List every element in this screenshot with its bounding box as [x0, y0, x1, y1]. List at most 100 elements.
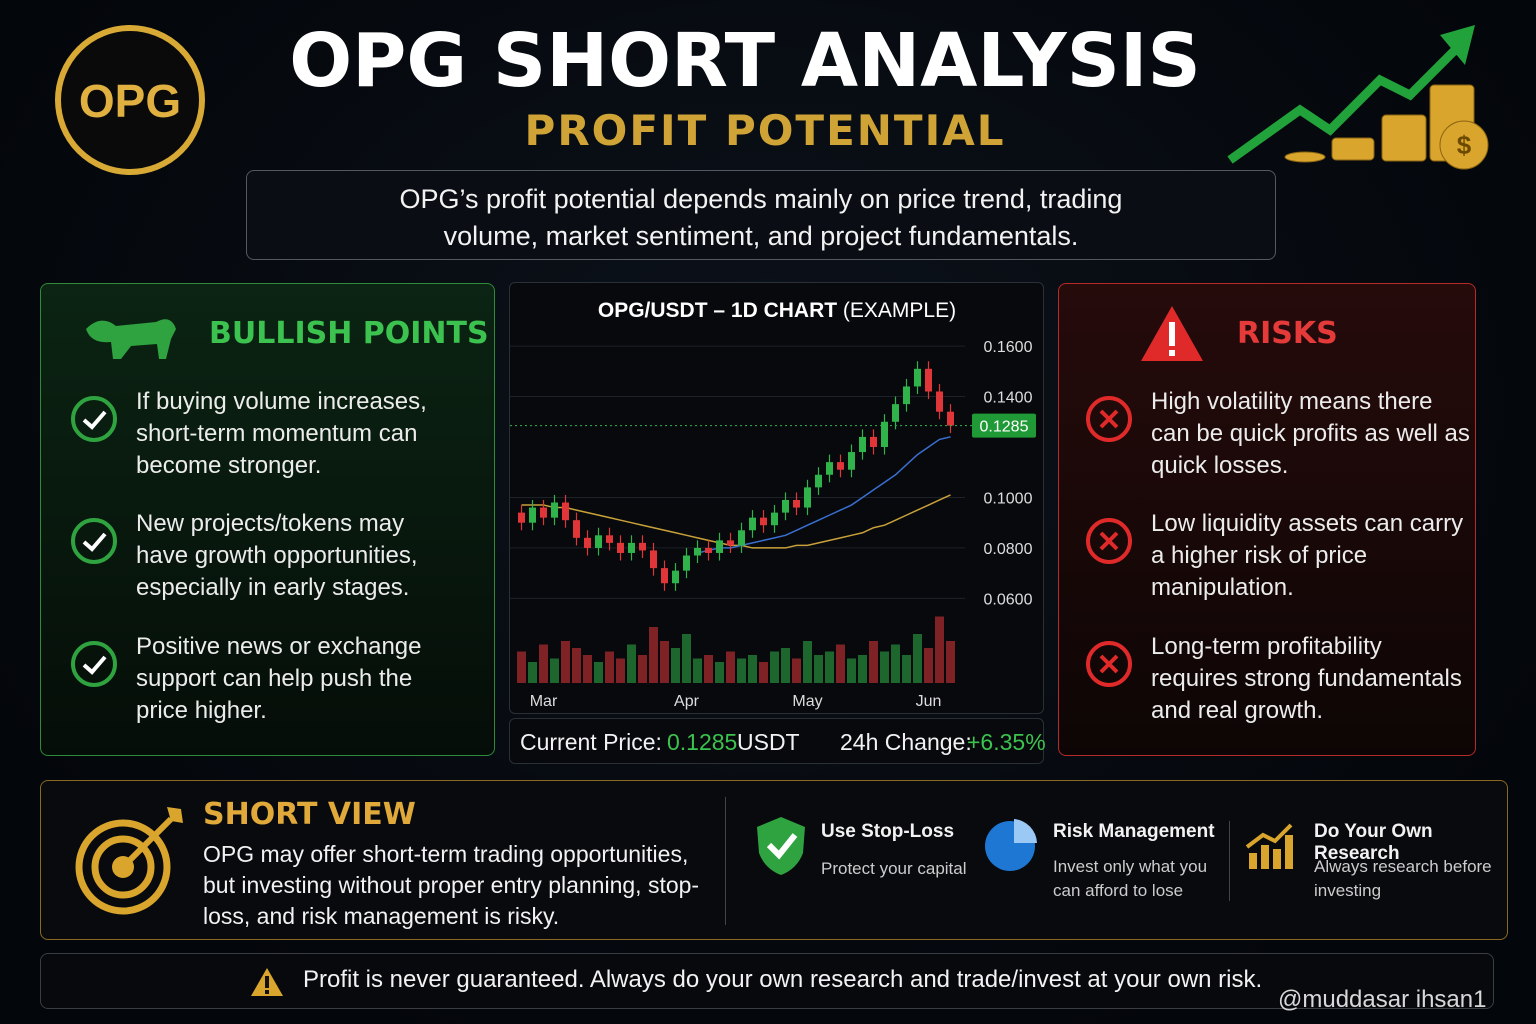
volume-bar [539, 644, 548, 683]
x-icon [1086, 396, 1132, 442]
candle-body [595, 535, 602, 548]
volume-bar [935, 616, 944, 683]
chart-panel: OPG/USDT – 1D CHART (EXAMPLE) 0.0600 0.080… [509, 282, 1044, 714]
main-title: OPG SHORT ANALYSIS [289, 18, 1201, 104]
volume-bar [528, 662, 537, 683]
change-value: +6.35% [967, 729, 1046, 755]
bullish-item: New projects/tokens may have growth oppo… [136, 510, 418, 601]
chart: OPG/USDT – 1D CHART (EXAMPLE) 0.0600 0.080… [510, 299, 1036, 710]
candle-body [914, 368, 921, 387]
tip-text: Always research before investing [1314, 857, 1492, 900]
volume-bar [770, 651, 779, 683]
volume-bar [715, 662, 724, 683]
y-tick-label: 0.1400 [984, 390, 1033, 407]
x-tick-label: May [792, 693, 822, 710]
bullish-panel: BULLISH POINTS If buying volume increase… [40, 283, 495, 756]
volume-bar [825, 651, 834, 683]
x-tick-label: Jun [916, 693, 942, 710]
candle-body [518, 512, 525, 523]
candle-body [639, 542, 646, 551]
warning-icon [251, 968, 283, 996]
candle-body [738, 530, 745, 546]
volume-bar [561, 641, 570, 683]
tip-title: Risk Management [1053, 821, 1215, 842]
candle-body [694, 547, 701, 556]
volume-bar [693, 658, 702, 683]
volume-bar [737, 658, 746, 683]
volume-bar [704, 655, 713, 683]
price-tag [972, 413, 1036, 438]
check-icon [71, 396, 117, 442]
candle-body [826, 462, 833, 475]
divider [725, 797, 726, 925]
volume-bar [660, 641, 669, 683]
price-unit: USDT [737, 729, 800, 755]
candle-body [551, 502, 558, 518]
volume-bar [814, 655, 823, 683]
y-tick-label: 0.1000 [984, 490, 1033, 507]
candle-body [815, 474, 822, 488]
candle-body [661, 568, 668, 584]
risks-panel: RISKS High volatility means there can be… [1058, 283, 1476, 756]
warning-icon [1141, 306, 1203, 361]
volume-bar [858, 655, 867, 683]
volume-bar [781, 648, 790, 683]
bullish-title: BULLISH POINTS [209, 316, 489, 351]
candle-body [529, 507, 536, 523]
volume-bar [902, 655, 911, 683]
volume-bar [880, 651, 889, 683]
tip-title: Do Your Own Research [1314, 821, 1433, 864]
svg-text:$: $ [1457, 130, 1472, 160]
volume-bar [605, 651, 614, 683]
volume-bar [913, 634, 922, 683]
volume-bar [748, 655, 757, 683]
candle-body [793, 499, 800, 508]
shield-icon [757, 817, 805, 875]
volume-bar [616, 658, 625, 683]
candle-body [848, 452, 855, 470]
candle-body [837, 462, 844, 470]
volume-bar [550, 658, 559, 683]
candle-body [804, 487, 811, 508]
short-view-panel: SHORT VIEW OPG may offer short-term trad… [40, 780, 1508, 940]
volume-bar [671, 648, 680, 683]
logo-text: OPG [79, 75, 181, 127]
volume-bar [759, 662, 768, 683]
volume-bar [517, 651, 526, 683]
target-icon [75, 807, 183, 915]
watermark: @muddasar ihsan1 [1278, 986, 1487, 1013]
candle-body [771, 512, 778, 526]
candle-body [716, 540, 723, 553]
price-value: 0.1285 [667, 729, 738, 755]
pie-icon [985, 819, 1037, 871]
candle-body [584, 537, 591, 548]
bullish-item: Positive news or exchange support can he… [136, 633, 422, 724]
risks-title: RISKS [1237, 316, 1338, 351]
tip-title: Use Stop-Loss [821, 821, 955, 842]
volume-bar [726, 651, 735, 683]
volume-bar [836, 644, 845, 683]
candle-body [727, 540, 734, 546]
growth-icon: $ [1227, 25, 1489, 170]
intro-box: OPG’s profit potential depends mainly on… [246, 170, 1276, 260]
volume-bar [649, 627, 658, 683]
volume-bar [803, 641, 812, 683]
risk-item: Long-term profitability requires strong … [1151, 633, 1462, 724]
candle-body [672, 570, 679, 584]
volume-bar [572, 648, 581, 683]
volume-bar [638, 655, 647, 683]
price-label: Current Price: [520, 729, 662, 755]
candle-body [947, 411, 954, 426]
y-tick-label: 0.1600 [984, 339, 1033, 356]
candle-body [936, 391, 943, 412]
chart-title-note: (EXAMPLE) [843, 299, 956, 322]
candle-body [562, 502, 569, 521]
moving-average [521, 494, 951, 549]
candle-body [573, 520, 580, 538]
volume-bar [946, 641, 955, 683]
candle-body [749, 517, 756, 531]
volume-bar [594, 662, 603, 683]
volume-bar [627, 644, 636, 683]
x-icon [1086, 641, 1132, 687]
